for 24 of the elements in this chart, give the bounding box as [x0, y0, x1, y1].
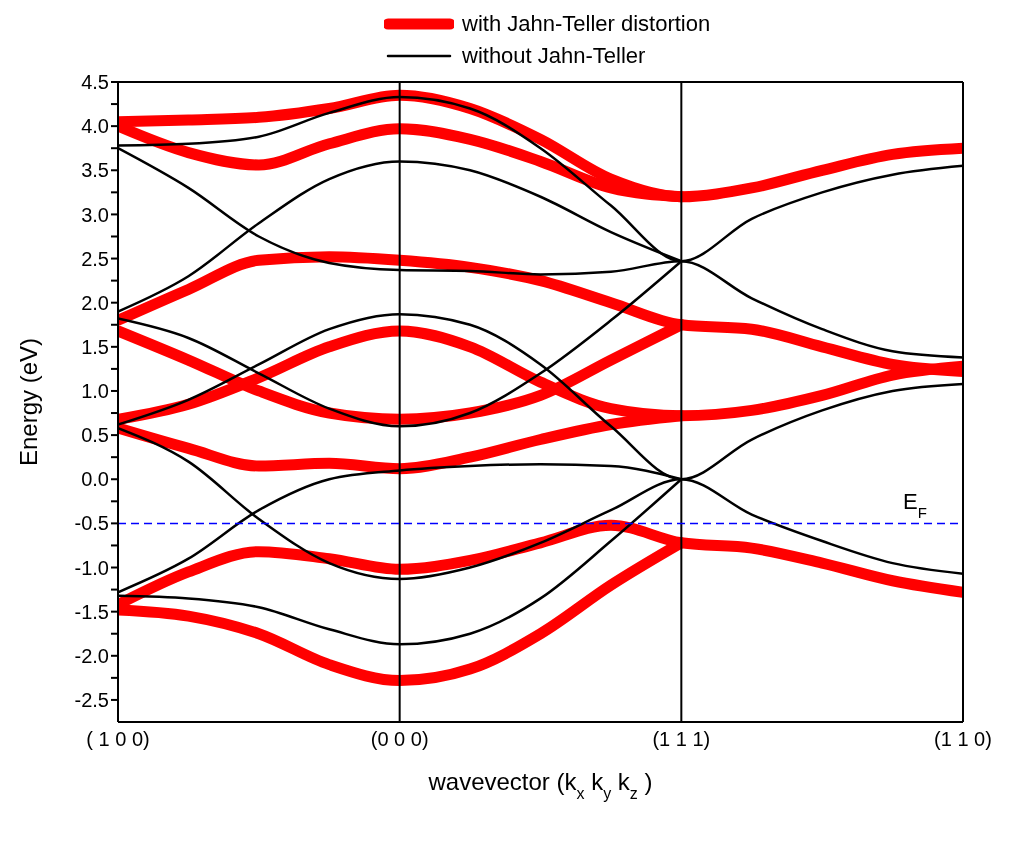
y-axis-title: Energy (eV) — [14, 337, 42, 467]
y-tick-label: 1.0 — [81, 380, 109, 403]
y-tick-label: 0.5 — [81, 424, 109, 447]
x-tick-label: ( 1 0 0) — [86, 728, 150, 751]
x-tick-label: (1 1 1) — [652, 728, 711, 751]
y-tick-label: 3.0 — [81, 203, 109, 226]
legend-label: with Jahn-Teller distortion — [462, 11, 711, 36]
y-tick-label: 2.5 — [81, 247, 109, 270]
ref-line-label: E$_{F}$ — [903, 489, 927, 521]
y-tick-label: -1.0 — [74, 556, 109, 579]
y-tick-label: -2.0 — [74, 644, 109, 667]
y-tick-label: 3.5 — [81, 159, 109, 182]
y-tick-label: 1.5 — [81, 335, 109, 358]
y-tick-label: 0.0 — [81, 468, 109, 491]
y-tick-label: -0.5 — [74, 512, 109, 535]
x-axis-title: wavevector (k$_{x}$ k$_{y}$ k$_{z}$) — [427, 768, 653, 802]
y-tick-label: 4.5 — [81, 71, 109, 94]
x-tick-label: (0 0 0) — [370, 728, 429, 751]
legend-label: without Jahn-Teller — [462, 43, 646, 68]
x-tick-label: (1 1 0) — [934, 728, 992, 751]
y-tick-label: -1.5 — [74, 600, 109, 623]
y-tick-label: 2.0 — [81, 291, 109, 314]
y-tick-label: -2.5 — [74, 689, 109, 712]
y-tick-label: 4.0 — [81, 115, 109, 138]
